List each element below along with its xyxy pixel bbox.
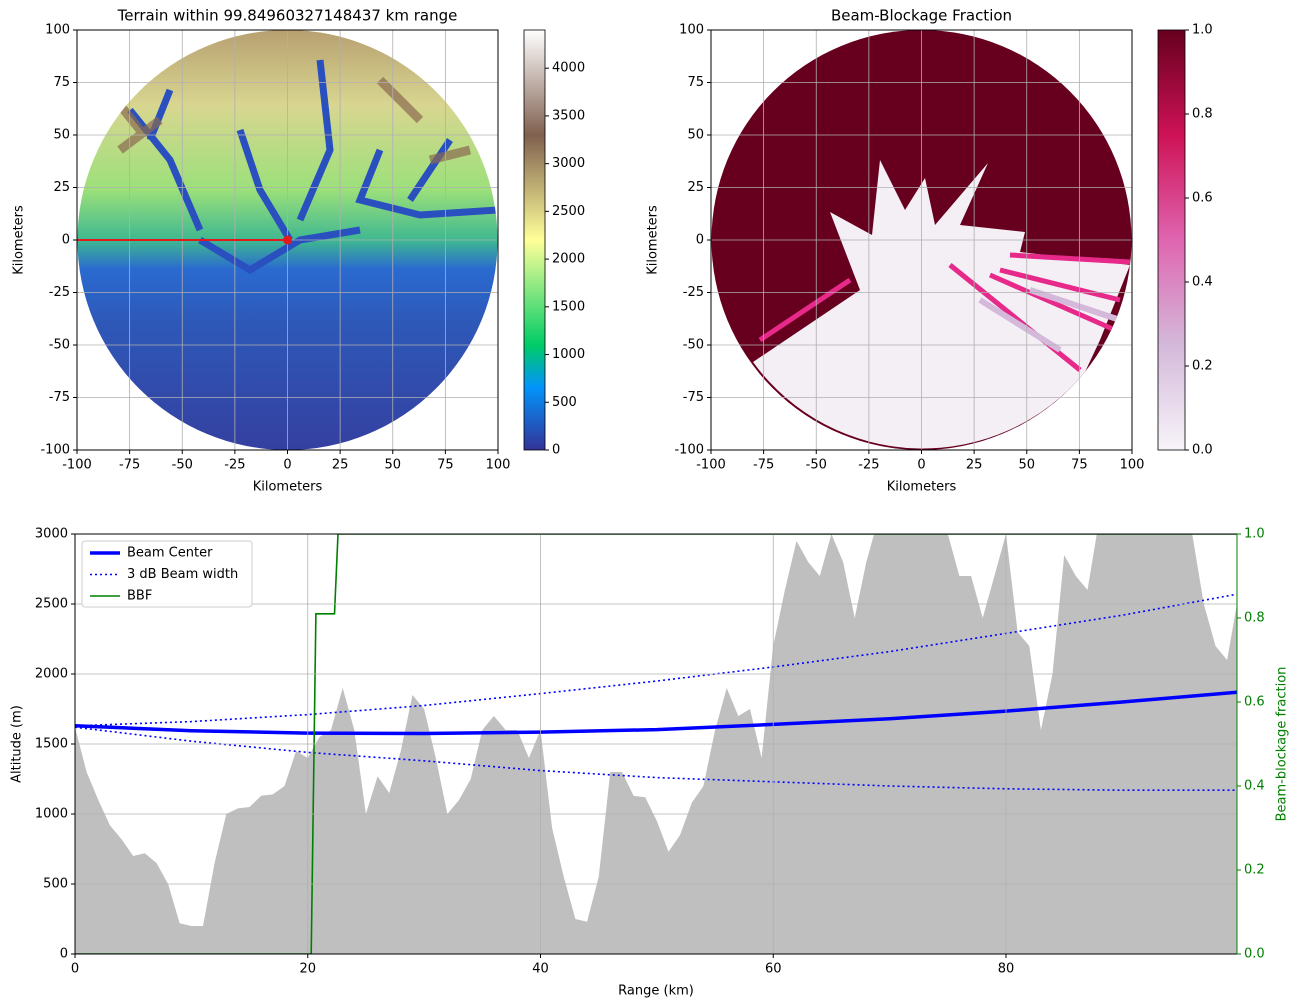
colorbar bbox=[523, 29, 546, 451]
colorbar-tick-label: 1500 bbox=[552, 299, 585, 314]
y-tick-label: 75 bbox=[687, 75, 704, 90]
x-axis-label: Kilometers bbox=[887, 480, 957, 495]
y-tick-label: 25 bbox=[53, 180, 70, 195]
y-tick-label: 0 bbox=[696, 233, 704, 248]
colorbar-tick-label: 0 bbox=[552, 443, 560, 458]
y-tick-label: 100 bbox=[45, 23, 70, 38]
x-tick-label: 60 bbox=[765, 962, 782, 977]
colorbar-tick-label: 0.4 bbox=[1192, 275, 1213, 290]
x-tick-label: 80 bbox=[998, 962, 1015, 977]
plot-area bbox=[75, 534, 1237, 954]
y2-tick-label: 0.0 bbox=[1244, 947, 1265, 962]
x-tick-label: 25 bbox=[332, 458, 349, 473]
colorbar-tick-label: 3000 bbox=[552, 156, 585, 171]
x-tick-label: 40 bbox=[532, 962, 549, 977]
y-tick-label: -75 bbox=[683, 390, 704, 405]
y-tick-label: 500 bbox=[43, 877, 68, 892]
x-tick-label: 75 bbox=[1071, 458, 1088, 473]
x-tick-label: 100 bbox=[486, 458, 511, 473]
y2-tick-label: 1.0 bbox=[1244, 527, 1265, 542]
series-line bbox=[75, 726, 1237, 791]
colorbar-tick-label: 0.2 bbox=[1192, 359, 1213, 374]
colorbar-tick-label: 500 bbox=[552, 395, 577, 410]
y2-axis-label: Beam-blockage fraction bbox=[1275, 667, 1290, 822]
colorbar-tick-label: 3500 bbox=[552, 108, 585, 123]
colorbar-tick-label: 2500 bbox=[552, 204, 585, 219]
x-tick-label: 50 bbox=[1018, 458, 1035, 473]
chart-title: Terrain within 99.84960327148437 km rang… bbox=[117, 7, 458, 25]
x-axis-label: Kilometers bbox=[253, 480, 323, 495]
legend-label: Beam Center bbox=[127, 546, 213, 561]
x-tick-label: 25 bbox=[966, 458, 983, 473]
y-tick-label: 2500 bbox=[35, 597, 68, 612]
x-tick-label: -50 bbox=[172, 458, 193, 473]
colorbar bbox=[1157, 29, 1186, 451]
x-tick-label: 20 bbox=[299, 962, 316, 977]
x-axis-label: Range (km) bbox=[618, 984, 694, 999]
x-tick-label: -25 bbox=[858, 458, 879, 473]
x-tick-label: 100 bbox=[1120, 458, 1145, 473]
y-tick-label: 0 bbox=[62, 233, 70, 248]
y-axis-label: Kilometers bbox=[646, 205, 661, 275]
y-tick-label: 0 bbox=[60, 947, 68, 962]
y-axis-label: Kilometers bbox=[12, 205, 27, 275]
radar-site bbox=[283, 235, 292, 245]
colorbar-tick-label: 4000 bbox=[552, 61, 585, 76]
colorbar-tick-label: 0.0 bbox=[1192, 443, 1213, 458]
colorbar-tick-label: 2000 bbox=[552, 252, 585, 267]
y-tick-label: -50 bbox=[49, 338, 70, 353]
chart-title: Beam-Blockage Fraction bbox=[831, 7, 1012, 25]
y-tick-label: -75 bbox=[49, 390, 70, 405]
x-tick-label: -50 bbox=[806, 458, 827, 473]
x-tick-label: -25 bbox=[224, 458, 245, 473]
legend-box bbox=[81, 540, 253, 608]
colorbar-tick-label: 1.0 bbox=[1192, 23, 1213, 38]
y-tick-label: 3000 bbox=[35, 527, 68, 542]
x-tick-label: -100 bbox=[696, 458, 726, 473]
y-tick-label: 75 bbox=[53, 75, 70, 90]
y-tick-label: 1500 bbox=[35, 737, 68, 752]
colorbar-tick-label: 1000 bbox=[552, 347, 585, 362]
x-tick-label: 50 bbox=[384, 458, 401, 473]
y2-tick-label: 0.6 bbox=[1244, 695, 1265, 710]
y-tick-label: 100 bbox=[679, 23, 704, 38]
y-tick-label: -50 bbox=[683, 338, 704, 353]
y-tick-label: 50 bbox=[53, 128, 70, 143]
x-tick-label: 75 bbox=[437, 458, 454, 473]
colorbar-tick-label: 0.6 bbox=[1192, 191, 1213, 206]
x-tick-label: 0 bbox=[71, 962, 79, 977]
y-tick-label: -100 bbox=[40, 443, 70, 458]
legend-label: 3 dB Beam width bbox=[127, 567, 238, 582]
colorbar-tick-label: 0.8 bbox=[1192, 107, 1213, 122]
series-line bbox=[75, 690, 1237, 736]
y-tick-label: 2000 bbox=[35, 667, 68, 682]
y-tick-label: -100 bbox=[674, 443, 704, 458]
y-axis-label: Altitude (m) bbox=[10, 705, 25, 783]
y2-tick-label: 0.4 bbox=[1244, 779, 1265, 794]
series-line bbox=[75, 593, 1237, 727]
y-tick-label: 25 bbox=[687, 180, 704, 195]
y-tick-label: 1000 bbox=[35, 807, 68, 822]
axes-frame bbox=[710, 29, 1133, 451]
y2-tick-label: 0.8 bbox=[1244, 611, 1265, 626]
x-tick-label: -75 bbox=[753, 458, 774, 473]
terrain-area bbox=[75, 534, 1237, 954]
series-line bbox=[75, 534, 1237, 954]
x-tick-label: 0 bbox=[917, 458, 925, 473]
y-tick-label: -25 bbox=[683, 285, 704, 300]
x-tick-label: 0 bbox=[283, 458, 291, 473]
x-tick-label: -75 bbox=[119, 458, 140, 473]
y2-tick-label: 0.2 bbox=[1244, 863, 1265, 878]
axes-frame bbox=[76, 29, 499, 451]
x-tick-label: -100 bbox=[62, 458, 92, 473]
legend-label: BBF bbox=[127, 589, 152, 604]
y-tick-label: -25 bbox=[49, 285, 70, 300]
y-tick-label: 50 bbox=[687, 128, 704, 143]
